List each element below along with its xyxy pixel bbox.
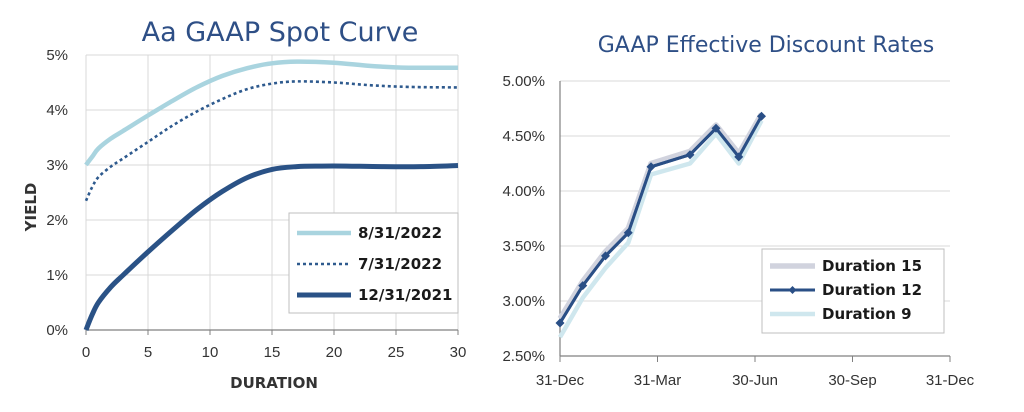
data-point-marker	[623, 228, 633, 238]
y-tick-label: 5.00%	[502, 73, 545, 90]
x-tick-label: 30-Sep	[828, 372, 876, 389]
chart-title: Aa GAAP Spot Curve	[142, 17, 419, 48]
data-point-marker	[734, 152, 744, 162]
x-tick-label: 31-Dec	[536, 372, 585, 389]
data-point-marker	[757, 111, 766, 121]
y-tick-label: 2.50%	[502, 348, 545, 365]
data-point-marker	[711, 123, 721, 133]
legend-label-1: 8/31/2022	[358, 224, 442, 242]
y-tick-label: 5%	[46, 47, 68, 64]
series-line-highlight	[558, 115, 763, 324]
series-line-1	[84, 59, 459, 167]
series-line-2	[558, 115, 763, 324]
y-tick-label: 0%	[46, 322, 68, 339]
y-tick-label: 4.50%	[502, 128, 545, 145]
x-tick-label: 20	[326, 344, 343, 361]
y-tick-label: 3%	[46, 157, 68, 174]
y-tick-label: 4.00%	[502, 183, 545, 200]
series-line-3	[558, 119, 764, 339]
x-tick-label: 10	[202, 344, 219, 361]
spot-curve-chart: Aa GAAP Spot Curve 0% 1% 2% 3% 4% 5% 0 5 10 15 20 25…	[22, 17, 467, 392]
data-point-marker	[646, 162, 656, 172]
x-tick-label: 5	[144, 344, 152, 361]
data-point-marker	[685, 150, 695, 160]
x-tick-label: 30	[450, 344, 467, 361]
data-point-marker	[578, 281, 588, 291]
legend-label-2: 7/31/2022	[358, 255, 442, 273]
y-tick-label: 3.00%	[502, 293, 545, 310]
y-tick-label: 2%	[46, 212, 68, 229]
y-tick-label: 1%	[46, 267, 68, 284]
legend-marker	[788, 286, 797, 294]
legend-box	[761, 248, 945, 334]
x-axis-label: DURATION	[230, 374, 318, 392]
x-tick-label: 31-Dec	[926, 372, 975, 389]
x-tick-label: 31-Mar	[634, 372, 682, 389]
y-axis-label: YIELD	[22, 183, 40, 233]
y-tick-label: 4%	[46, 102, 68, 119]
x-tick-label: 30-Jun	[732, 372, 778, 389]
x-tick-label: 25	[388, 344, 405, 361]
chart-title: GAAP Effective Discount Rates	[598, 33, 934, 58]
legend-label-1: Duration 15	[822, 257, 922, 275]
legend-label-3: 12/31/2021	[358, 286, 452, 304]
y-tick-label: 3.50%	[502, 238, 545, 255]
data-point-marker	[555, 318, 565, 328]
series-line-1	[557, 112, 764, 321]
legend-label-3: Duration 9	[822, 305, 912, 323]
series-line-3	[83, 163, 459, 331]
series-line-2	[84, 80, 459, 202]
x-tick-label: 15	[264, 344, 281, 361]
data-point-marker	[601, 251, 610, 261]
legend-label-2: Duration 12	[822, 281, 922, 299]
x-tick-label: 0	[82, 344, 90, 361]
